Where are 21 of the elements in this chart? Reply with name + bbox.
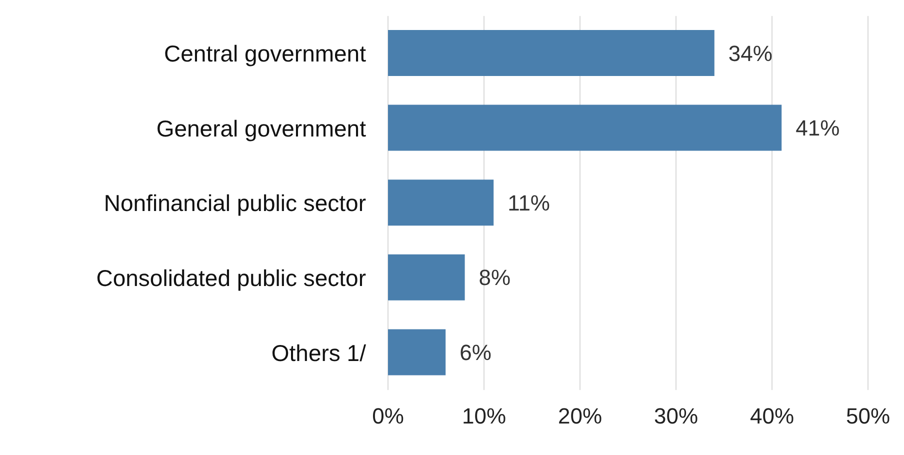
data-label: 6% xyxy=(460,340,492,366)
y-tick-label: Consolidated public sector xyxy=(96,264,366,291)
x-tick-label: 40% xyxy=(750,404,794,429)
data-label: 34% xyxy=(728,40,772,66)
y-tick-label: Others 1/ xyxy=(271,340,367,366)
bar xyxy=(388,254,465,300)
y-tick-label: Nonfinancial public sector xyxy=(104,190,366,216)
bar xyxy=(388,180,494,226)
bar xyxy=(388,329,446,376)
data-label: 11% xyxy=(508,190,550,216)
x-tick-label: 10% xyxy=(462,404,506,429)
bar xyxy=(388,104,782,151)
data-label: 41% xyxy=(796,116,840,141)
x-tick-label: 30% xyxy=(654,404,698,429)
data-label: 8% xyxy=(478,265,511,290)
y-tick-label: General government xyxy=(156,115,367,142)
y-tick-label: Central government xyxy=(164,40,367,67)
x-tick-label: 0% xyxy=(372,404,404,429)
x-tick-label: 50% xyxy=(846,404,890,429)
bar xyxy=(388,30,714,76)
x-tick-label: 20% xyxy=(558,404,602,429)
